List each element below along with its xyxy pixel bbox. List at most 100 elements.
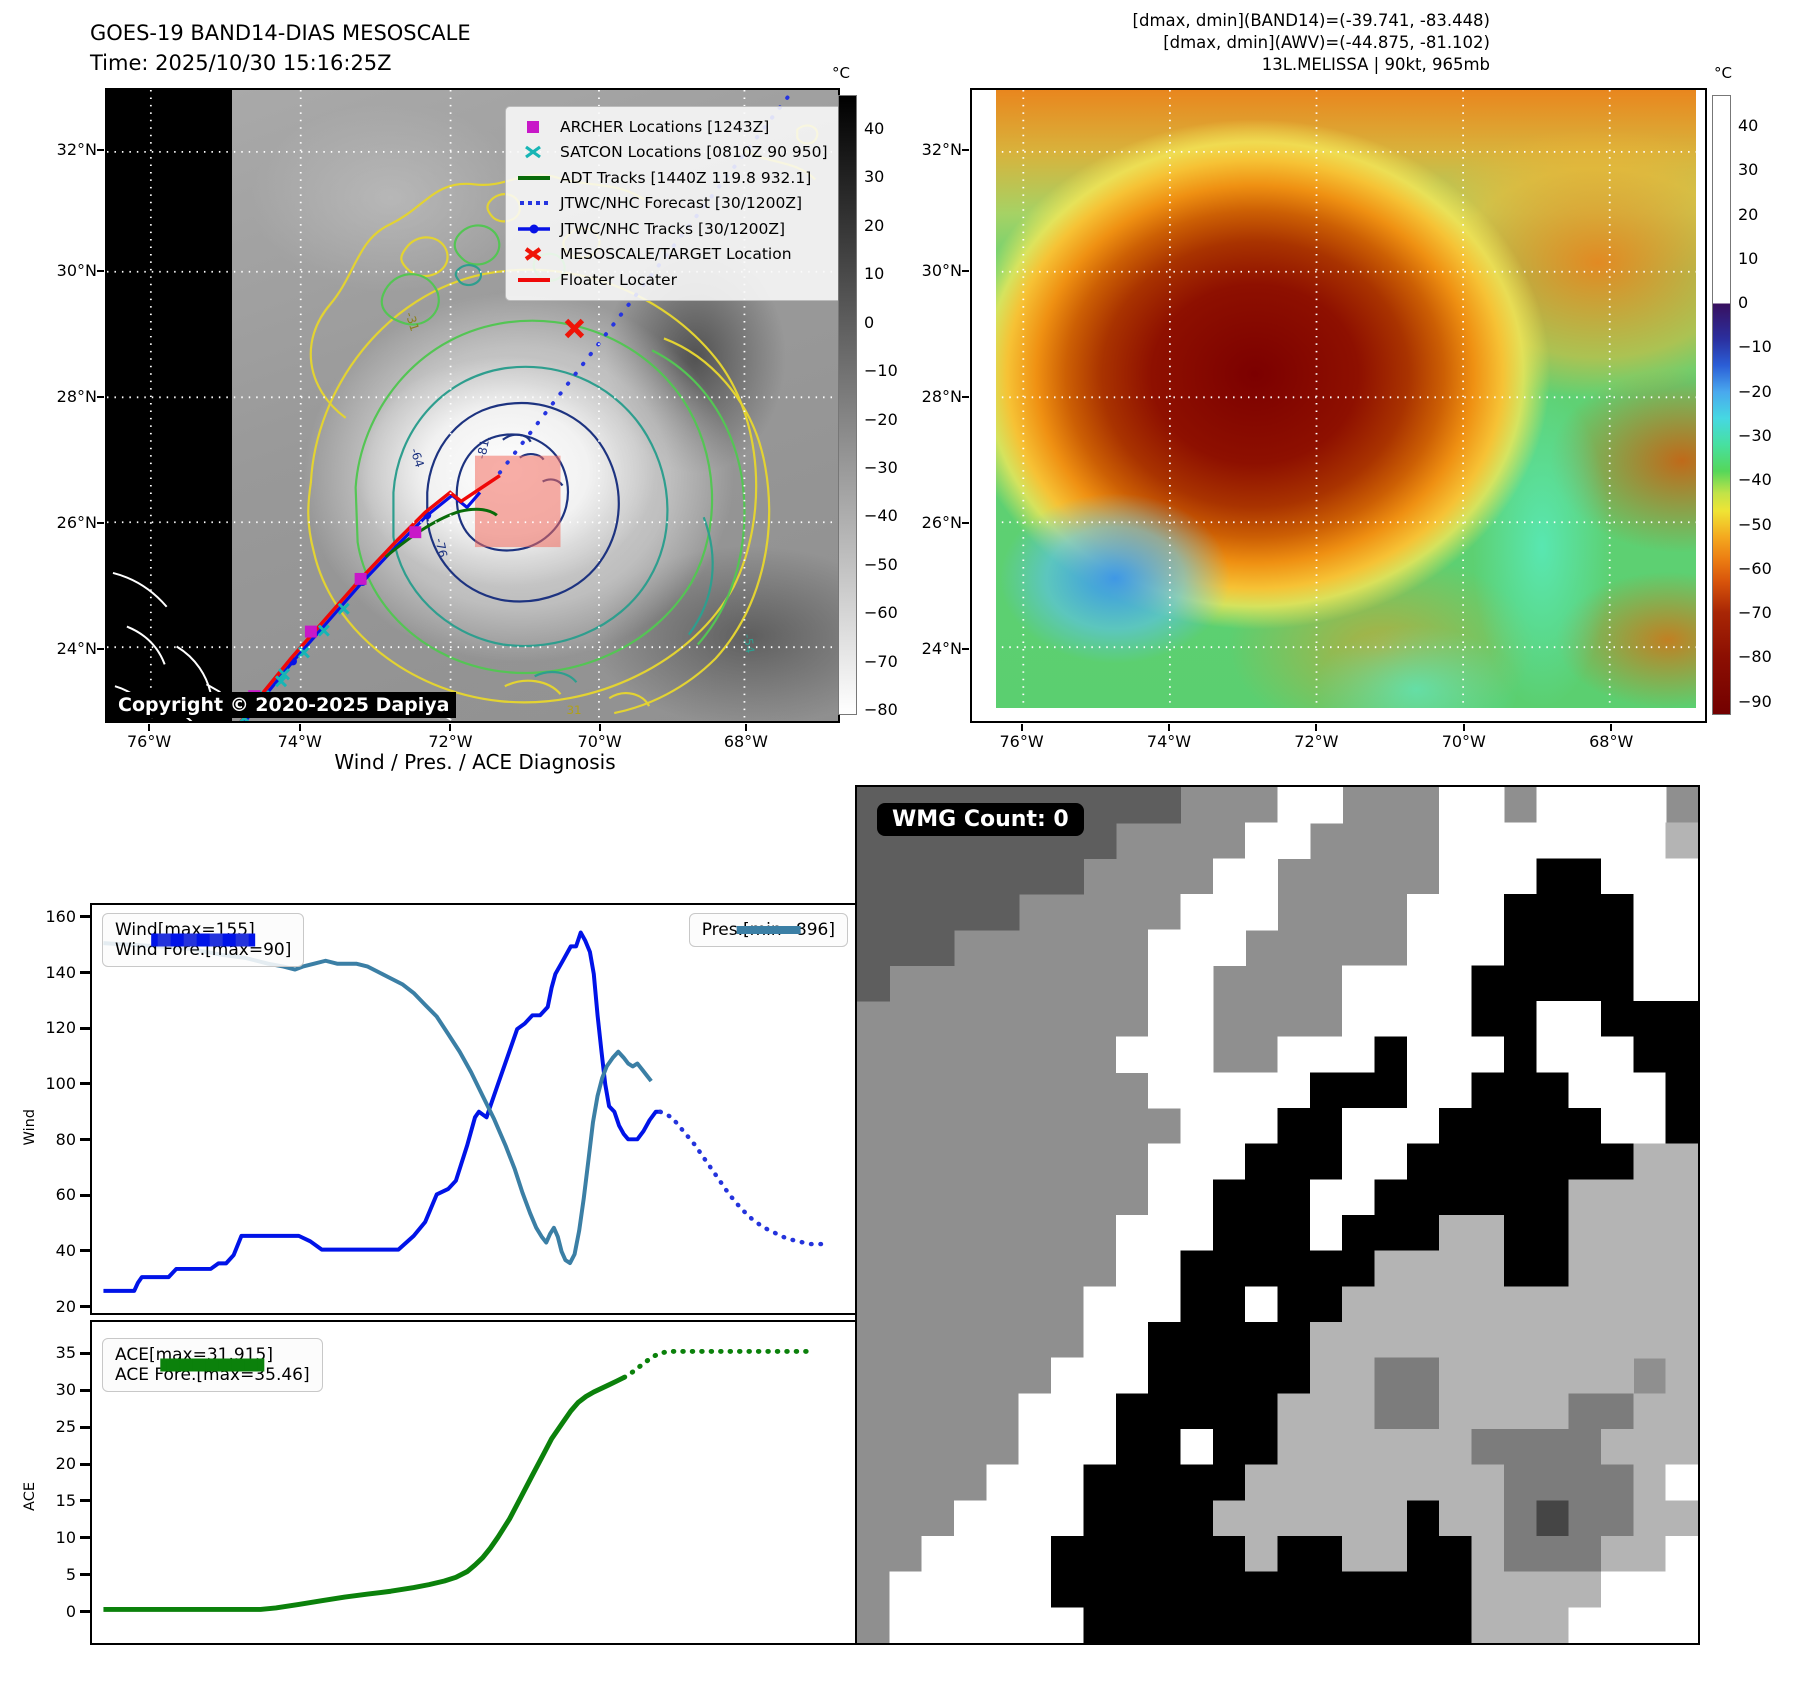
wmg-cell [1633,822,1667,860]
x-tick-mark [1462,724,1465,731]
wmg-cell [1536,894,1570,931]
legend-row: MESOSCALE/TARGET Location [516,242,838,268]
wmg-cell [954,894,988,931]
wmg-cell [1309,1286,1343,1323]
wmg-cell [986,894,1020,931]
wmg-cell [1665,1179,1698,1216]
wmg-cell [1600,1500,1634,1537]
wmg-cell [1665,1500,1698,1537]
wmg-cell [1406,1393,1440,1430]
x-tick-label: 72°W [1294,732,1339,751]
x-tick-label: 76°W [127,732,172,751]
wmg-cell [1374,1001,1408,1038]
wmg-cell [1018,1500,1052,1537]
wmg-cell [1503,965,1537,1002]
wmg-cell [1018,1607,1052,1643]
wmg-cell [1277,1072,1311,1109]
wmg-cell [921,858,955,895]
y-tick-label: 60 [55,1185,76,1205]
wmg-cell [1342,1072,1376,1109]
wmg-cell [1309,1250,1343,1288]
wmg-cell [1665,1393,1698,1430]
wmg-cell [1600,965,1634,1002]
wmg-count-badge: WMG Count: 0 [877,803,1084,836]
wmg-cell [1503,1393,1537,1430]
wmg-cell [1051,1571,1085,1609]
wmg-cell [1471,1001,1505,1038]
colorbar-tick-label: −80 [864,700,898,720]
wmg-cell [1245,1500,1279,1537]
x-tick-mark [1020,724,1023,731]
colorbar-tick-label: −50 [1738,514,1772,534]
wmg-cell [1665,1464,1698,1502]
wmg-cell [1471,1536,1505,1573]
awv-ir-map [970,88,1707,723]
y-tick-label: 30 [55,1380,76,1400]
wmg-cell [1406,1429,1440,1466]
wmg-cell [1503,1500,1537,1537]
wmg-cell [1471,1286,1505,1323]
wmg-cell [1536,1464,1570,1502]
wmg-cell [1665,1536,1698,1573]
wmg-cell [1503,1215,1537,1252]
wmg-cell [1536,1536,1570,1573]
y-tick-label: 40 [55,1240,76,1260]
wmg-cell [1406,1001,1440,1038]
wmg-cell [1568,1036,1602,1074]
wind-pressure-chart: Wind[max=155]Wind Fore.[max=90] Pres.[min… [90,903,860,1315]
wmg-cell [1342,1143,1376,1181]
colorbar-tick-label: −20 [1738,381,1772,401]
x-tick-label: 72°W [428,732,473,751]
wmg-cell [1277,1429,1311,1466]
wmg-cell [1568,1286,1602,1323]
y-tick-mark [80,1425,90,1429]
x-tick-mark [148,724,151,731]
wmg-cell [1148,1250,1182,1288]
wmg-cell [1277,1179,1311,1216]
y-tick-mark [97,396,104,399]
y-tick-mark [962,269,969,272]
wmg-cell [1051,1393,1085,1430]
wmg-cell [1406,1464,1440,1502]
wmg-cell [1245,858,1279,895]
wmg-cell [1018,1393,1052,1430]
y-tick-label: 80 [55,1129,76,1149]
wmg-cell [1083,1464,1117,1502]
legend-label: ADT Tracks [1440Z 119.8 932.1] [560,168,812,187]
wmg-cell [1503,1607,1537,1643]
wmg-cell [1600,1393,1634,1430]
wmg-cell [1212,1536,1246,1573]
series-Wind[max=155] [103,930,661,1293]
y-tick-mark [80,1462,90,1466]
wmg-cell [1600,1001,1634,1038]
wmg-cell [1374,1464,1408,1502]
wmg-cell [1374,1429,1408,1466]
wmg-cell [1568,1536,1602,1573]
diagnosis-title: Wind / Pres. / ACE Diagnosis [334,750,616,774]
wmg-cell [1309,1464,1343,1502]
wmg-cell [1568,822,1602,860]
wmg-cell [1374,1250,1408,1288]
wmg-cell [1018,1571,1052,1609]
wmg-cell [1568,1322,1602,1359]
wmg-cell [1083,1571,1117,1609]
wmg-cell [1568,1108,1602,1145]
wmg-cell [1600,1036,1634,1074]
wmg-cell [1115,1393,1149,1430]
wmg-cell [1374,1036,1408,1074]
wmg-cell [1180,1001,1214,1038]
wmg-cell [921,1571,955,1609]
wmg-cell [1180,1108,1214,1145]
wmg-cell [1342,965,1376,1002]
wmg-cell [1600,1607,1634,1643]
wmg-cell [1439,1179,1473,1216]
wmg-cell [1665,1357,1698,1395]
wmg-cell [1051,1429,1085,1466]
y-tick-label: 160 [45,906,76,926]
awv-title: [dmax, dmin](BAND14)=(-39.741, -83.448) … [1000,10,1490,76]
wmg-cell [1665,1429,1698,1466]
wmg-cell [1568,1250,1602,1288]
wmg-cell [1536,1250,1570,1288]
wmg-cell [1568,1357,1602,1395]
rect [527,120,539,133]
